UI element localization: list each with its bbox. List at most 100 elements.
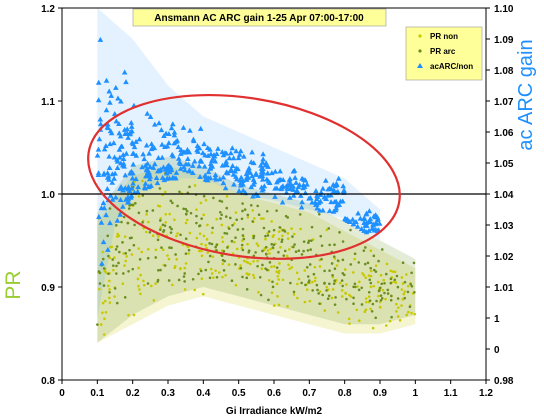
series-point [152,299,156,302]
series-point [146,150,152,156]
series-point [113,287,117,290]
series-point [97,116,104,122]
series-point [130,150,137,156]
series-point [253,171,260,177]
series-point [184,207,188,211]
series-point [380,282,384,286]
series-point [183,272,186,275]
series-point [96,213,102,219]
series-point [341,187,347,193]
series-point [161,223,165,227]
series-point [131,144,138,150]
series-point [166,175,173,181]
series-point [235,218,239,222]
series-point [169,231,173,234]
series-point [108,291,111,294]
series-point [390,294,393,298]
series-point [146,256,150,260]
series-point [167,279,171,282]
y-left-tick-label: 0.8 [41,376,55,387]
series-point [138,258,142,261]
series-point [377,289,381,293]
series-point [312,272,316,276]
series-point [405,273,408,276]
series-point [143,142,150,148]
series-point [171,201,174,205]
series-point [249,173,255,179]
series-point [173,169,180,175]
series-point [379,286,382,290]
y-right-tick-label: 1.01 [494,283,514,294]
series-point [105,125,111,131]
series-point [335,188,341,194]
series-point [159,226,163,229]
x-tick-label: 0.7 [302,388,316,399]
series-point [401,261,405,264]
series-point [252,276,256,280]
series-point [340,183,346,189]
series-point [333,303,337,306]
series-point [123,264,126,267]
series-point [353,257,356,261]
series-point [98,287,101,291]
series-point [250,193,256,199]
series-point [123,150,130,156]
series-point [259,176,266,182]
series-point [162,143,168,149]
series-point [115,95,121,101]
series-point [198,158,205,164]
series-point [179,233,182,237]
series-point [366,208,373,214]
series-point [245,276,249,280]
series-point [115,245,119,248]
series-point [290,227,293,230]
series-point [286,216,290,219]
series-point [247,272,251,276]
series-point [229,216,232,220]
series-point [178,150,184,156]
series-point [321,293,324,297]
series-point [270,291,274,294]
series-point [317,212,321,216]
series-point [145,209,149,213]
series-point [114,224,118,227]
series-point [369,274,373,278]
series-point [282,254,286,257]
chart-title: Ansmann AC ARC gain 1-25 Apr 07:00-17:00 [154,13,364,24]
series-point [241,234,245,237]
series-point [340,289,344,292]
series-point [277,250,280,254]
series-point [154,282,157,285]
series-point [143,173,149,179]
series-point [168,246,171,249]
series-point [256,264,259,268]
series-point [410,271,413,275]
y-right-axis-title: ac ARC gain [515,39,537,150]
series-point [145,213,148,216]
series-point [183,280,186,283]
series-point [151,209,155,212]
series-point [228,150,234,156]
series-point [198,224,202,227]
series-point [208,160,214,166]
series-point [264,170,271,176]
series-point [225,170,231,176]
series-point [360,286,364,290]
series-point [374,316,377,320]
series-point [117,197,124,203]
series-point [177,278,181,282]
series-point [253,217,256,220]
series-point [267,278,271,282]
series-point [261,263,264,267]
series-point [369,266,372,270]
series-point [376,280,380,284]
series-point [220,254,224,258]
series-point [100,239,107,245]
series-point [230,239,234,243]
series-point [314,193,321,199]
series-point [114,248,118,251]
series-point [168,225,172,229]
series-point [296,282,299,286]
series-point [378,306,382,309]
series-point [249,262,252,266]
